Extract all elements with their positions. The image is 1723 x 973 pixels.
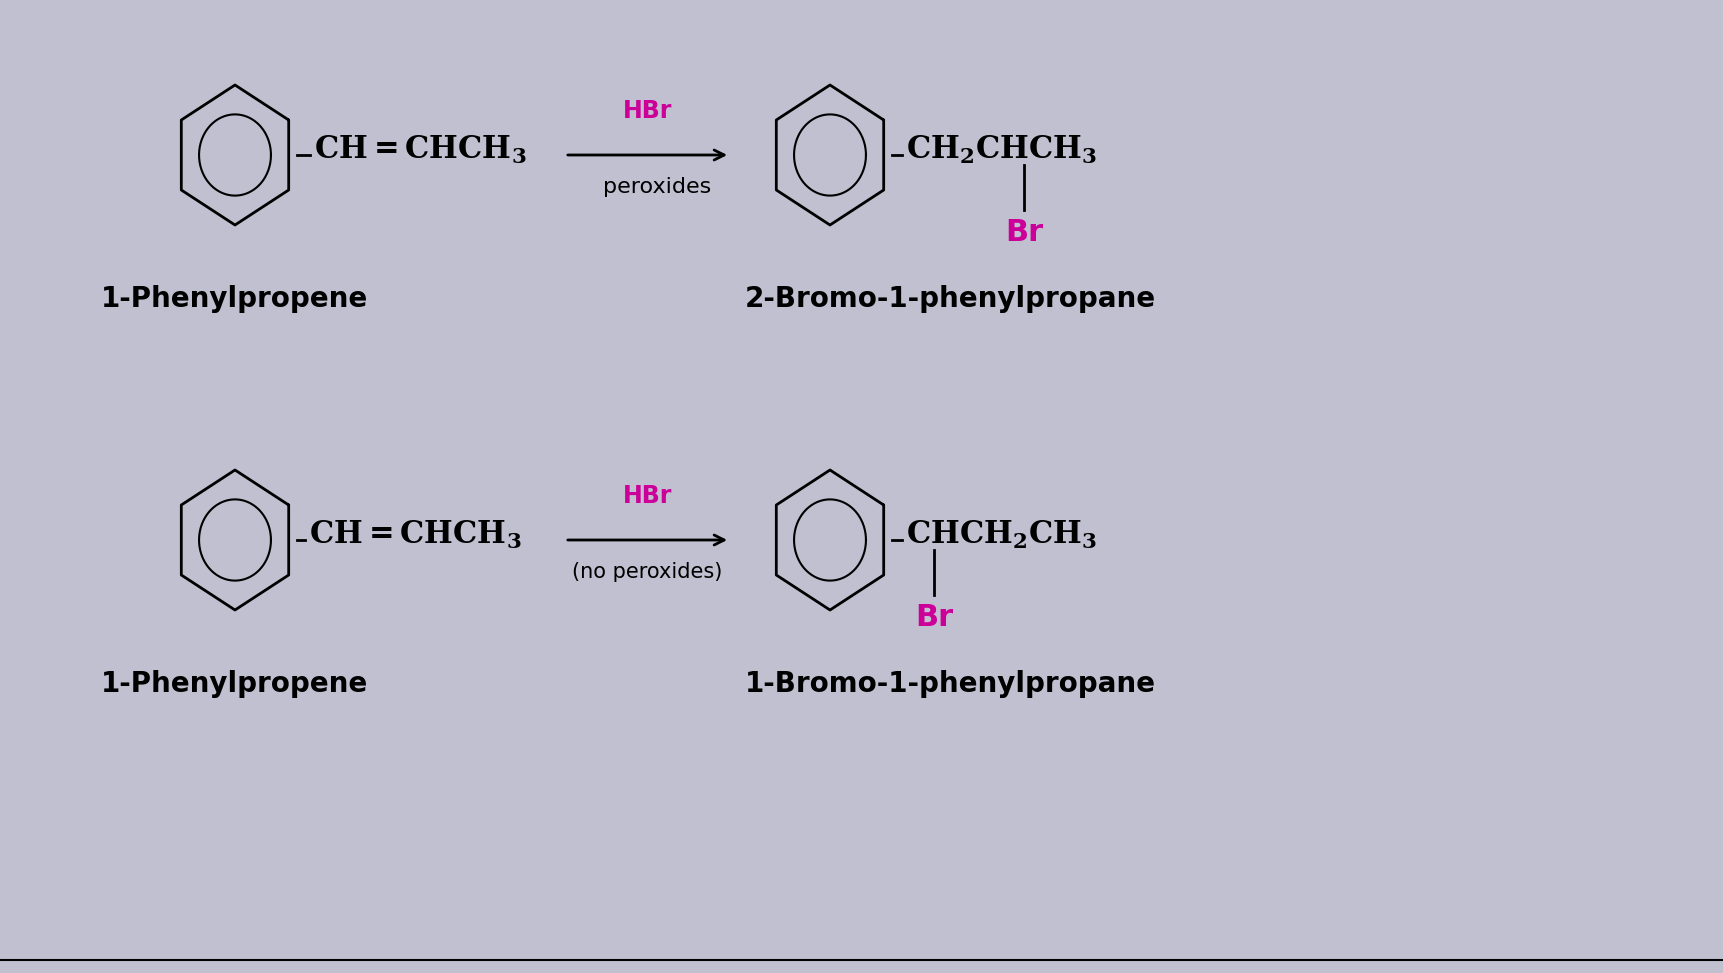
Text: Br: Br (915, 603, 953, 632)
Text: 1-Phenylpropene: 1-Phenylpropene (102, 285, 369, 313)
Text: 1-Phenylpropene: 1-Phenylpropene (102, 670, 369, 698)
Text: 1-Bromo-1-phenylpropane: 1-Bromo-1-phenylpropane (744, 670, 1154, 698)
Text: $\mathdefault{CH{=}CHCH_3}$: $\mathdefault{CH{=}CHCH_3}$ (308, 519, 522, 551)
Text: (no peroxides): (no peroxides) (572, 562, 722, 582)
Text: $\mathdefault{CH_2CHCH_3}$: $\mathdefault{CH_2CHCH_3}$ (906, 134, 1096, 166)
Text: $\mathdefault{CH{=}CHCH_3}$: $\mathdefault{CH{=}CHCH_3}$ (314, 134, 526, 166)
Text: 2-Bromo-1-phenylpropane: 2-Bromo-1-phenylpropane (744, 285, 1154, 313)
Text: peroxides: peroxides (603, 177, 712, 197)
Text: Br: Br (1005, 218, 1042, 247)
Text: HBr: HBr (622, 99, 672, 123)
Text: HBr: HBr (622, 484, 672, 508)
Text: $\mathdefault{CHCH_2CH_3}$: $\mathdefault{CHCH_2CH_3}$ (906, 519, 1096, 551)
